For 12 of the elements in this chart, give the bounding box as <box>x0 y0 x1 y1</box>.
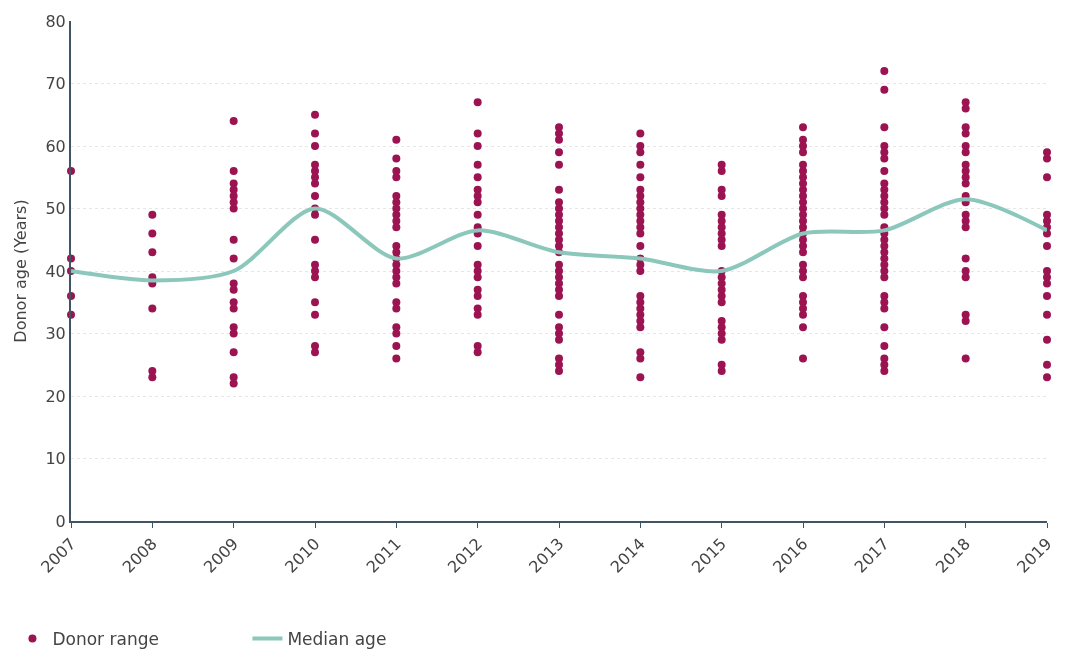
legend-label: Donor range <box>52 629 159 650</box>
y-tick-label: 20 <box>45 386 66 406</box>
y-tick-label: 50 <box>45 199 66 219</box>
y-tick-label: 60 <box>45 136 66 156</box>
y-tick-label: 0 <box>55 511 66 531</box>
y-tick-label: 30 <box>45 324 66 344</box>
y-tick-label: 40 <box>45 261 66 281</box>
y-tick-label: 80 <box>45 11 66 31</box>
y-tick-label: 70 <box>45 74 66 94</box>
y-axis-title: Donor age (Years) <box>10 199 30 343</box>
y-tick-label: 10 <box>45 449 66 469</box>
legend-label: Median age <box>287 629 387 650</box>
